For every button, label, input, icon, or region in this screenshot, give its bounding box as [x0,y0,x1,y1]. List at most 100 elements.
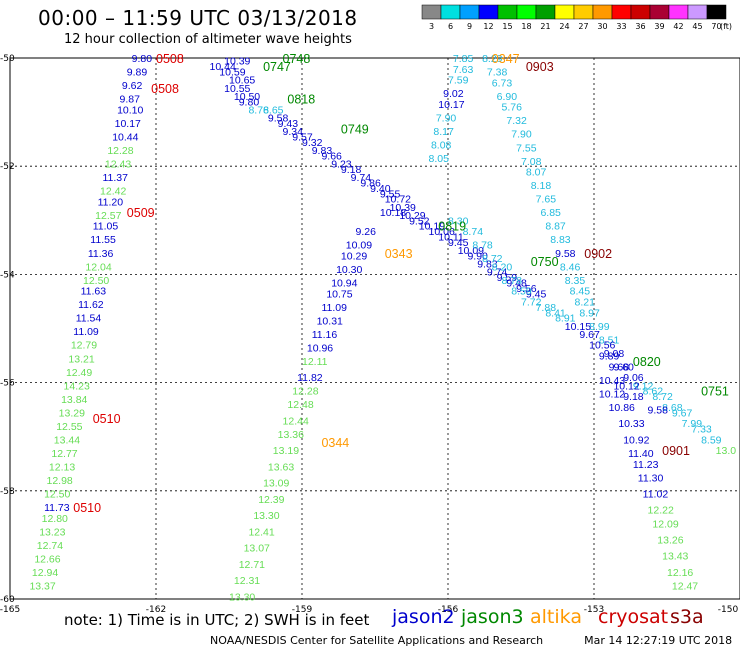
chart-title: 00:00 – 11:59 UTC 03/13/2018 [38,6,358,30]
legend-bin-label: 15 [502,22,512,31]
wave-height-label: 8.59 [701,434,722,446]
x-tick-label: -153 [584,605,604,615]
y-tick-label: -60 [0,595,15,605]
wave-height-label: 12.98 [47,475,73,487]
wave-height-label: 12.71 [239,559,265,571]
wave-height-label: 12.13 [49,461,75,473]
wave-height-label: 9.45 [448,237,469,249]
wave-height-label: 6.90 [497,91,518,103]
wave-height-label: 9.52 [409,215,430,227]
wave-height-label: 11.09 [321,302,347,314]
wave-height-label: 13.26 [657,534,683,546]
wave-height-label: 10.59 [219,67,245,79]
legend-color-swatch [516,4,537,20]
wave-height-label: 10.12 [599,388,625,400]
legend-bin-label: 36 [635,22,645,31]
wave-height-label: 10.44 [112,131,138,143]
wave-height-label: 9.68 [609,361,630,373]
wave-height-label: 10.06 [429,226,455,238]
wave-height-label: 11.40 [628,448,654,460]
wave-height-label: 12.77 [51,448,77,460]
wave-height-label: 11.02 [643,489,669,501]
wave-height-label: 8.17 [433,126,454,138]
y-tick-label: -52 [0,162,15,172]
wave-height-label: 10.09 [458,245,484,257]
wave-height-label: 7.32 [506,115,527,127]
wave-height-label: 9.89 [599,351,620,363]
wave-height-label: 9.34 [283,126,304,138]
legend-bin-label: 24 [559,22,569,31]
wave-height-label: 9.59 [497,272,518,284]
wave-height-label: 7.99 [682,418,703,430]
x-tick-label: -156 [438,605,459,615]
wave-height-label: 9.48 [506,278,527,290]
wave-height-label: 12.44 [283,415,309,427]
wave-height-label: 8.76 [248,104,269,116]
pass-time-label: 0901 [662,444,690,458]
wave-height-label: 10.43 [599,375,625,387]
wave-height-label: 9.55 [380,188,401,200]
wave-height-label: 7.72 [521,296,542,308]
wave-height-label: 9.83 [477,259,498,271]
wave-height-label: 10.44 [210,61,236,73]
wave-height-label: 8.05 [429,153,450,165]
wave-height-label: 12.79 [71,340,97,352]
wave-height-label: 11.09 [73,326,99,338]
wave-height-label: 9.89 [127,67,148,79]
pass-time-label: 0510 [93,412,121,426]
legend-color-swatch [440,4,461,20]
pass-time-label: 0343 [385,247,413,261]
pass-time-label: 0749 [341,122,369,136]
wave-height-label: 11.73 [44,502,70,514]
wave-height-label: 12.39 [258,494,284,506]
wave-height-label: 13.0 [716,445,737,457]
wave-height-label: 12.28 [107,145,133,157]
wave-height-label: 11.16 [312,329,338,341]
legend-bin-label: 39 [654,22,664,31]
x-tick-label: -150 [718,605,739,615]
pass-time-label: 0750 [531,255,559,269]
wave-height-label: 12.50 [83,275,109,287]
wave-height-label: 7.88 [536,302,557,314]
legend-color-swatch [478,4,499,20]
wave-height-label: 10.75 [326,288,352,300]
wave-height-label: 9.62 [122,80,143,92]
wave-height-label: 12.57 [95,210,121,222]
wave-height-label: 13.23 [39,526,65,538]
legend-bin-label: 70 [711,22,721,31]
wave-height-label: 10.09 [346,240,372,252]
pass-time-label: 0508 [156,52,184,66]
pass-time-label: 0903 [526,60,554,74]
pass-time-label: 0509 [127,206,155,220]
wave-height-label: 10.29 [341,250,367,262]
wave-height-label: 13.30 [253,510,279,522]
satellite-name: cryosat [598,606,669,628]
wave-height-label: 9.87 [120,94,141,106]
wave-height-label: 7.90 [436,113,457,125]
x-tick-label: -159 [292,605,313,615]
wave-height-label: 9.80 [132,53,153,65]
wave-height-label: 7.63 [453,64,474,76]
pass-time-label: 0751 [701,385,729,399]
pass-time-label: 0748 [283,52,311,66]
pass-time-label: 0510 [73,501,101,515]
wave-height-label: 7.59 [448,75,469,87]
wave-height-label: 12.74 [37,540,63,552]
wave-height-label: 11.36 [88,248,114,260]
wave-height-label: 9.23 [331,158,352,170]
wave-height-label: 13.84 [61,394,87,406]
wave-height-label: 13.21 [68,353,94,365]
wave-height-label: 12.31 [234,575,260,587]
wave-height-label: 8.65 [263,104,284,116]
wave-height-label: 12.04 [85,261,111,273]
wave-height-label: 12.28 [292,386,318,398]
wave-height-label: 12.94 [32,567,58,579]
wave-height-label: 11.20 [98,196,124,208]
wave-height-label: 10.92 [623,434,649,446]
wave-height-label: 9.60 [613,361,634,373]
wave-height-label: 13.36 [278,429,304,441]
wave-height-label: 12.55 [56,421,82,433]
wave-height-label: 11.37 [102,172,128,184]
wave-height-label: 10.11 [438,232,464,244]
legend-color-swatch [611,4,632,20]
